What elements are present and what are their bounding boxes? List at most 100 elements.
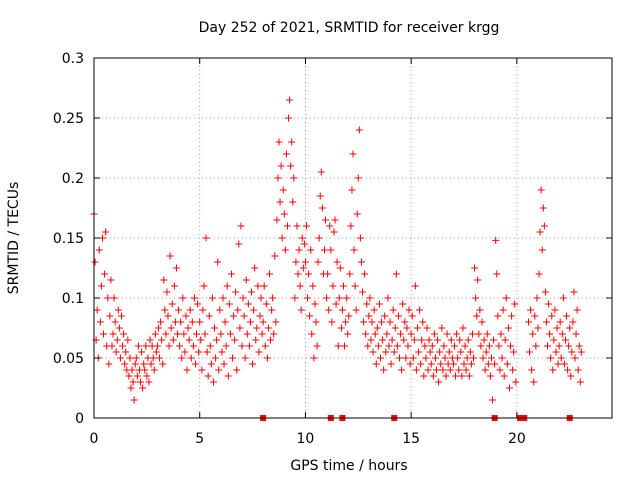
- data-point: [235, 240, 243, 248]
- data-point: [560, 360, 568, 368]
- data-point: [206, 342, 214, 350]
- data-point: [422, 354, 430, 362]
- data-point: [388, 336, 396, 344]
- data-point: [313, 342, 321, 350]
- x-tick-label: 20: [508, 431, 526, 447]
- data-point: [222, 342, 230, 350]
- data-point: [419, 318, 427, 326]
- data-point: [159, 360, 167, 368]
- data-point: [472, 294, 480, 302]
- data-point: [376, 354, 384, 362]
- data-point: [250, 306, 258, 314]
- data-point: [537, 186, 545, 194]
- data-point: [342, 318, 350, 326]
- data-point: [220, 360, 228, 368]
- x-tick-label: 15: [402, 431, 420, 447]
- data-point: [236, 324, 244, 332]
- data-point: [445, 348, 453, 356]
- data-point: [188, 318, 196, 326]
- data-point: [433, 366, 441, 374]
- data-point: [501, 336, 509, 344]
- data-point: [453, 330, 461, 338]
- data-point: [363, 300, 371, 308]
- data-point: [254, 282, 262, 290]
- chart-grid: [94, 58, 612, 418]
- axis-ticks: 0 0.05 0.1 0.15 0.2 0.25 0.3 0 5 10 15 20: [53, 51, 612, 447]
- data-point: [558, 330, 566, 338]
- data-point: [189, 342, 197, 350]
- data-point: [309, 282, 317, 290]
- data-point: [450, 342, 458, 350]
- x-tick-label: 5: [195, 431, 204, 447]
- data-point: [264, 324, 272, 332]
- data-point: [161, 306, 169, 314]
- data-point: [175, 306, 183, 314]
- data-point: [542, 318, 550, 326]
- data-point: [185, 336, 193, 344]
- data-point: [492, 236, 500, 244]
- data-point: [392, 270, 400, 278]
- data-point: [335, 294, 343, 302]
- data-point: [152, 348, 160, 356]
- data-point: [334, 342, 342, 350]
- data-point: [400, 336, 408, 344]
- data-point: [95, 246, 103, 254]
- data-point: [455, 366, 463, 374]
- data-point: [226, 330, 234, 338]
- data-point: [199, 306, 207, 314]
- data-point: [529, 330, 537, 338]
- data-point: [293, 222, 301, 230]
- data-point: [224, 372, 232, 380]
- data-point: [438, 324, 446, 332]
- data-point: [316, 192, 324, 200]
- data-point: [557, 354, 565, 362]
- data-point: [477, 342, 485, 350]
- data-point: [569, 318, 577, 326]
- data-point: [538, 246, 546, 254]
- data-point: [328, 318, 336, 326]
- data-point: [563, 312, 571, 320]
- data-point: [157, 318, 165, 326]
- data-point: [268, 306, 276, 314]
- data-point: [375, 300, 383, 308]
- data-point: [484, 360, 492, 368]
- data-point: [362, 330, 370, 338]
- data-point: [271, 252, 279, 260]
- data-point: [195, 348, 203, 356]
- data-point: [481, 366, 489, 374]
- data-point: [564, 366, 572, 374]
- data-point: [211, 324, 219, 332]
- data-point: [248, 288, 256, 296]
- data-point: [534, 324, 542, 332]
- data-point: [386, 318, 394, 326]
- data-point: [575, 342, 583, 350]
- data-point: [361, 270, 369, 278]
- data-point: [184, 324, 192, 332]
- data-point: [327, 246, 335, 254]
- data-point: [132, 354, 140, 362]
- data-point: [427, 360, 435, 368]
- data-point: [468, 330, 476, 338]
- data-point: [202, 234, 210, 242]
- data-point: [311, 300, 319, 308]
- data-point: [258, 330, 266, 338]
- data-point: [439, 366, 447, 374]
- data-point: [576, 378, 584, 386]
- data-point: [289, 198, 297, 206]
- data-point: [228, 354, 236, 362]
- data-point: [486, 372, 494, 380]
- data-point: [387, 360, 395, 368]
- data-point: [478, 318, 486, 326]
- data-point: [251, 264, 259, 272]
- data-point: [329, 282, 337, 290]
- data-point: [440, 342, 448, 350]
- data-point: [300, 240, 308, 248]
- data-point: [276, 198, 284, 206]
- data-point: [104, 294, 112, 302]
- data-point: [109, 330, 117, 338]
- data-point: [396, 354, 404, 362]
- data-point: [512, 378, 520, 386]
- data-point: [307, 246, 315, 254]
- data-point: [344, 330, 352, 338]
- data-point: [138, 348, 146, 356]
